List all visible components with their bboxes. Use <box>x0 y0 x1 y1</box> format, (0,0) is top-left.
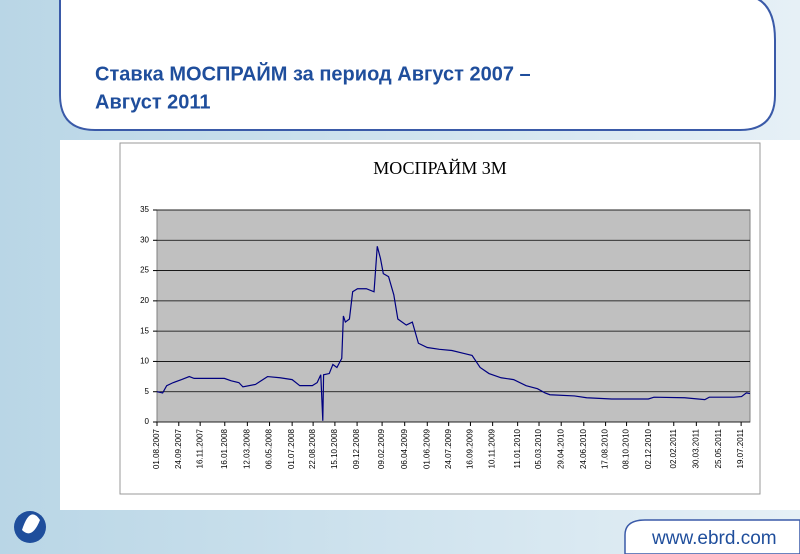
y-tick-label: 15 <box>140 326 149 335</box>
x-tick-label: 29.04.2010 <box>556 428 565 469</box>
x-tick-label: 02.12.2010 <box>644 428 653 469</box>
x-tick-label: 02.02.2011 <box>669 428 678 468</box>
x-tick-label: 08.10.2010 <box>622 428 631 469</box>
x-tick-label: 16.09.2009 <box>466 428 475 469</box>
y-tick-label: 10 <box>140 357 149 366</box>
x-tick-label: 15.10.2008 <box>330 428 339 469</box>
x-tick-label: 16.01.2008 <box>220 428 229 469</box>
x-tick-label: 12.03.2008 <box>242 428 251 469</box>
slide-title: Август 2011 <box>95 91 211 113</box>
x-tick-label: 05.03.2010 <box>534 428 543 469</box>
x-tick-label: 24.09.2007 <box>174 428 183 469</box>
y-tick-label: 25 <box>140 266 149 275</box>
x-tick-label: 01.07.2008 <box>287 428 296 469</box>
y-tick-label: 5 <box>145 387 150 396</box>
x-tick-label: 10.11.2009 <box>488 428 497 468</box>
slide-title: Ставка МОСПРАЙМ за период Август 2007 – <box>95 61 531 85</box>
x-tick-label: 24.06.2010 <box>579 428 588 469</box>
x-tick-label: 16.11.2007 <box>195 428 204 468</box>
x-tick-label: 01.06.2009 <box>422 428 431 469</box>
logo-mark <box>22 514 40 534</box>
y-tick-label: 20 <box>140 296 149 305</box>
x-tick-label: 24.07.2009 <box>444 428 453 469</box>
x-tick-label: 11.01.2010 <box>513 428 522 468</box>
y-tick-label: 30 <box>140 235 149 244</box>
plot-area <box>156 209 751 423</box>
x-tick-label: 19.07.2011 <box>736 428 745 468</box>
x-tick-label: 01.08.2007 <box>152 428 161 469</box>
y-tick-label: 0 <box>145 417 150 426</box>
footer-url: www.ebrd.com <box>651 528 777 549</box>
x-tick-label: 06.05.2008 <box>265 428 274 469</box>
x-tick-label: 09.12.2008 <box>352 428 361 469</box>
x-tick-label: 25.05.2011 <box>714 428 723 468</box>
y-tick-label: 35 <box>140 205 149 214</box>
footer-panel <box>624 519 800 554</box>
x-tick-label: 30.03.2011 <box>691 428 700 468</box>
x-tick-label: 17.08.2010 <box>601 428 610 469</box>
chart-title: МОСПРАЙМ 3М <box>373 158 506 178</box>
line-series <box>156 246 751 421</box>
title-panel <box>59 0 776 131</box>
x-tick-label: 09.02.2009 <box>377 428 386 469</box>
x-tick-label: 06.04.2009 <box>400 428 409 469</box>
x-tick-label: 22.08.2008 <box>308 428 317 469</box>
